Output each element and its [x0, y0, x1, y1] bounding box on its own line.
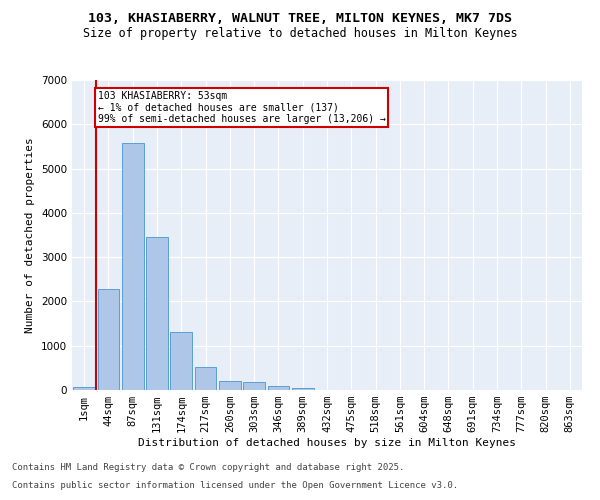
Bar [243, 382, 265, 390]
Bar [146, 237, 168, 390]
Bar [73, 386, 95, 390]
Bar [170, 332, 192, 390]
Bar [292, 388, 314, 390]
Text: Contains public sector information licensed under the Open Government Licence v3: Contains public sector information licen… [12, 481, 458, 490]
X-axis label: Distribution of detached houses by size in Milton Keynes: Distribution of detached houses by size … [138, 438, 516, 448]
Bar [97, 289, 119, 390]
Bar [194, 368, 217, 390]
Text: Contains HM Land Registry data © Crown copyright and database right 2025.: Contains HM Land Registry data © Crown c… [12, 464, 404, 472]
Bar [122, 143, 143, 390]
Text: 103, KHASIABERRY, WALNUT TREE, MILTON KEYNES, MK7 7DS: 103, KHASIABERRY, WALNUT TREE, MILTON KE… [88, 12, 512, 26]
Bar [219, 380, 241, 390]
Text: Size of property relative to detached houses in Milton Keynes: Size of property relative to detached ho… [83, 28, 517, 40]
Y-axis label: Number of detached properties: Number of detached properties [25, 137, 35, 333]
Text: 103 KHASIABERRY: 53sqm
← 1% of detached houses are smaller (137)
99% of semi-det: 103 KHASIABERRY: 53sqm ← 1% of detached … [97, 91, 385, 124]
Bar [268, 386, 289, 390]
